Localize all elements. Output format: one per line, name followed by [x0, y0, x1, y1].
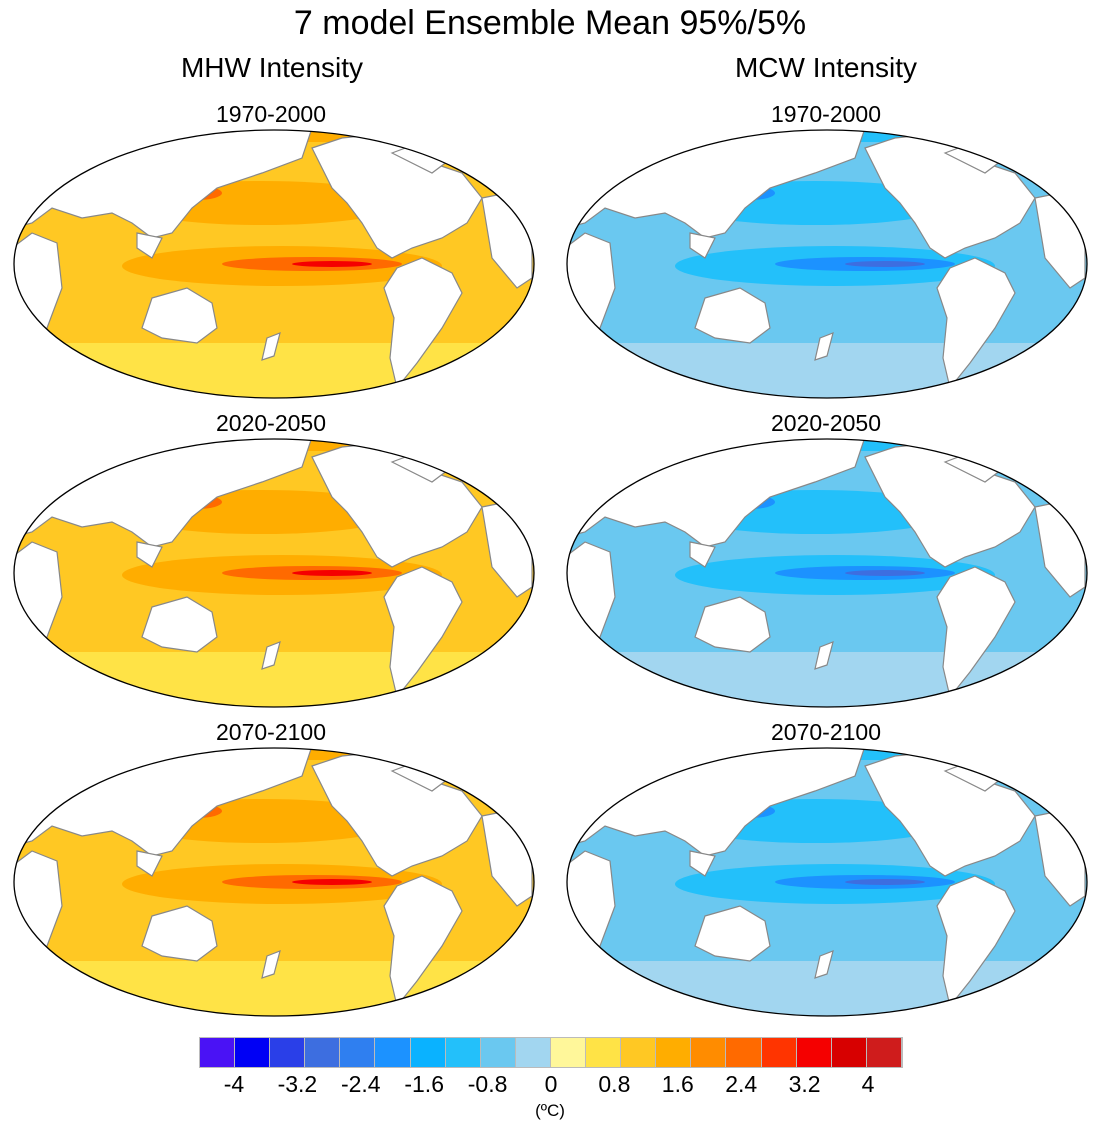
- landmass: [814, 950, 834, 979]
- colorbar-box: [340, 1038, 376, 1067]
- landmass: [936, 566, 1016, 699]
- colorbar-box: [796, 1038, 832, 1067]
- landmass: [383, 875, 463, 1008]
- landmass: [14, 541, 63, 673]
- landmass: [689, 232, 716, 259]
- colorbar-tick-label: -2.4: [340, 1071, 381, 1097]
- landmass: [141, 287, 218, 344]
- landmass: [689, 850, 716, 877]
- landmass: [694, 905, 771, 962]
- colorbar-box: [586, 1038, 622, 1067]
- landmass: [14, 232, 63, 364]
- colorbar-tick-label: -0.8: [467, 1071, 508, 1097]
- colorbar-box: [656, 1038, 692, 1067]
- colorbar-tick-label: 0.8: [598, 1071, 631, 1097]
- landmass: [136, 541, 163, 568]
- landmass: [261, 950, 281, 979]
- map-panel: [13, 129, 535, 399]
- colorbar-box: [726, 1038, 762, 1067]
- map-panel: [566, 438, 1088, 708]
- landmass: [383, 566, 463, 699]
- panel-title: 2020-2050: [771, 410, 881, 436]
- colorbar-box: [375, 1038, 411, 1067]
- landmass: [261, 641, 281, 670]
- landmass: [814, 641, 834, 670]
- colorbar-box: [305, 1038, 341, 1067]
- column-title-mhw: MHW Intensity: [180, 52, 364, 83]
- figure-title: 7 model Ensemble Mean 95%/5%: [293, 4, 807, 42]
- colorbar: [199, 1037, 903, 1068]
- colorbar-box: [550, 1038, 587, 1067]
- colorbar-tick-label: 0: [544, 1071, 558, 1097]
- landmass: [567, 541, 616, 673]
- landmass: [136, 850, 163, 877]
- equatorial-core: [292, 879, 372, 885]
- panel-title: 1970-2000: [771, 101, 881, 127]
- colorbar-tick-label: 2.4: [725, 1071, 758, 1097]
- colorbar-box: [831, 1038, 867, 1067]
- map-panel: [13, 438, 535, 708]
- map-border: [13, 129, 535, 399]
- map-border: [566, 129, 1088, 399]
- panel-title: 2020-2050: [216, 410, 326, 436]
- colorbar-box: [270, 1038, 306, 1067]
- colorbar-box: [691, 1038, 727, 1067]
- landmass: [141, 596, 218, 653]
- panel-title: 1970-2000: [216, 101, 326, 127]
- landmass: [936, 875, 1016, 1008]
- landmass: [141, 905, 218, 962]
- colorbar-tick-label: 4: [861, 1071, 875, 1097]
- colorbar-box: [235, 1038, 271, 1067]
- landmass: [261, 332, 281, 361]
- equatorial-core: [845, 879, 925, 885]
- landmass: [567, 850, 616, 982]
- colorbar-tick-label: -4: [223, 1071, 245, 1097]
- colorbar-box: [515, 1038, 551, 1067]
- colorbar-box: [200, 1038, 236, 1067]
- colorbar-box: [445, 1038, 481, 1067]
- landmass: [689, 541, 716, 568]
- colorbar-box: [480, 1038, 516, 1067]
- landmass: [567, 232, 616, 364]
- colorbar-tick-label: 1.6: [661, 1071, 694, 1097]
- panel-title: 2070-2100: [216, 719, 326, 745]
- equatorial-core: [292, 570, 372, 576]
- colorbar-unit: (ºC): [535, 1101, 565, 1120]
- landmass: [14, 850, 63, 982]
- equatorial-core: [845, 570, 925, 576]
- map-border: [566, 438, 1088, 708]
- colorbar-tick-label: -1.6: [404, 1071, 444, 1097]
- colorbar-tick-label: 3.2: [788, 1071, 821, 1097]
- map-panel: [566, 129, 1088, 399]
- colorbar-box: [761, 1038, 797, 1067]
- landmass: [694, 596, 771, 653]
- map-border: [13, 438, 535, 708]
- column-title-mcw: MCW Intensity: [734, 52, 918, 83]
- landmass: [136, 232, 163, 259]
- landmass: [383, 257, 463, 390]
- colorbar-box: [410, 1038, 446, 1067]
- colorbar-box: [866, 1038, 902, 1067]
- colorbar-tick-label: -3.2: [277, 1071, 318, 1097]
- equatorial-core: [292, 261, 372, 267]
- equatorial-core: [845, 261, 925, 267]
- map-panel: [566, 747, 1088, 1017]
- map-border: [566, 747, 1088, 1017]
- map-panel: [13, 747, 535, 1017]
- colorbar-box: [621, 1038, 657, 1067]
- landmass: [814, 332, 834, 361]
- landmass: [936, 257, 1016, 390]
- map-border: [13, 747, 535, 1017]
- landmass: [694, 287, 771, 344]
- panel-title: 2070-2100: [771, 719, 881, 745]
